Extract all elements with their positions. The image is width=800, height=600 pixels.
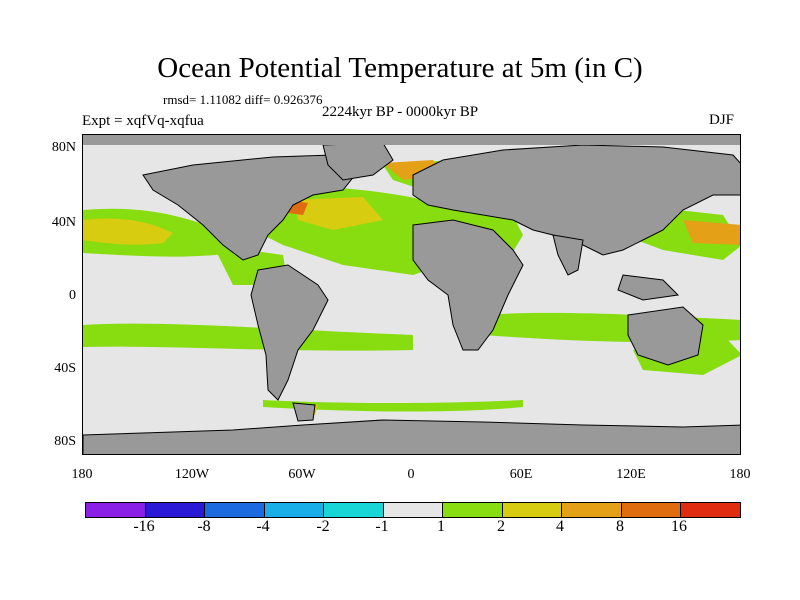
lon-label: 60E: [509, 467, 533, 482]
period-label: 2224kyr BP - 0000kyr BP: [322, 104, 479, 120]
lon-label: 180: [71, 467, 93, 482]
experiment-label: Expt = xqfVq-xqfua: [82, 113, 204, 129]
colorbar-swatch: [443, 503, 503, 517]
colorbar: [85, 502, 741, 518]
colorbar-swatch: [562, 503, 622, 517]
colorbar-swatch: [502, 503, 563, 517]
colorbar-label: 1: [437, 518, 445, 535]
colorbar-swatch: [205, 503, 265, 517]
colorbar-label: 4: [556, 518, 564, 535]
lat-label: 0: [69, 288, 76, 303]
lat-label: 80N: [51, 140, 76, 155]
colorbar-label: 2: [497, 518, 505, 535]
arctic-region: [83, 135, 740, 145]
colorbar-label: 16: [671, 518, 687, 535]
colorbar-label: -16: [133, 518, 155, 535]
lon-label: 120W: [174, 467, 210, 482]
colorbar-swatch: [145, 503, 206, 517]
season-label: DJF: [709, 112, 735, 128]
colorbar-swatch: [681, 503, 741, 517]
colorbar-label: -1: [375, 518, 389, 535]
colorbar-swatch: [621, 503, 682, 517]
lon-label: 120E: [616, 467, 646, 482]
colorbar-swatch: [264, 503, 325, 517]
colorbar-swatch: [324, 503, 384, 517]
lat-label: 40N: [51, 215, 76, 230]
lon-label: 0: [407, 467, 415, 482]
colorbar-label: -4: [256, 518, 270, 535]
lon-label: 180: [729, 467, 751, 482]
chart-title: Ocean Potential Temperature at 5m (in C): [157, 52, 643, 84]
lon-label: 60W: [288, 467, 316, 482]
map-panel: [82, 134, 741, 455]
land-masses: [83, 142, 740, 454]
lat-label: 80S: [54, 434, 76, 449]
world-map: [83, 135, 740, 454]
colorbar-label: -8: [197, 518, 211, 535]
colorbar-swatch: [86, 503, 146, 517]
colorbar-swatch: [383, 503, 444, 517]
lat-label: 40S: [54, 361, 76, 376]
colorbar-label: -2: [316, 518, 330, 535]
colorbar-label: 8: [616, 518, 624, 535]
stats-text: rmsd= 1.11082 diff= 0.926376: [163, 92, 323, 107]
